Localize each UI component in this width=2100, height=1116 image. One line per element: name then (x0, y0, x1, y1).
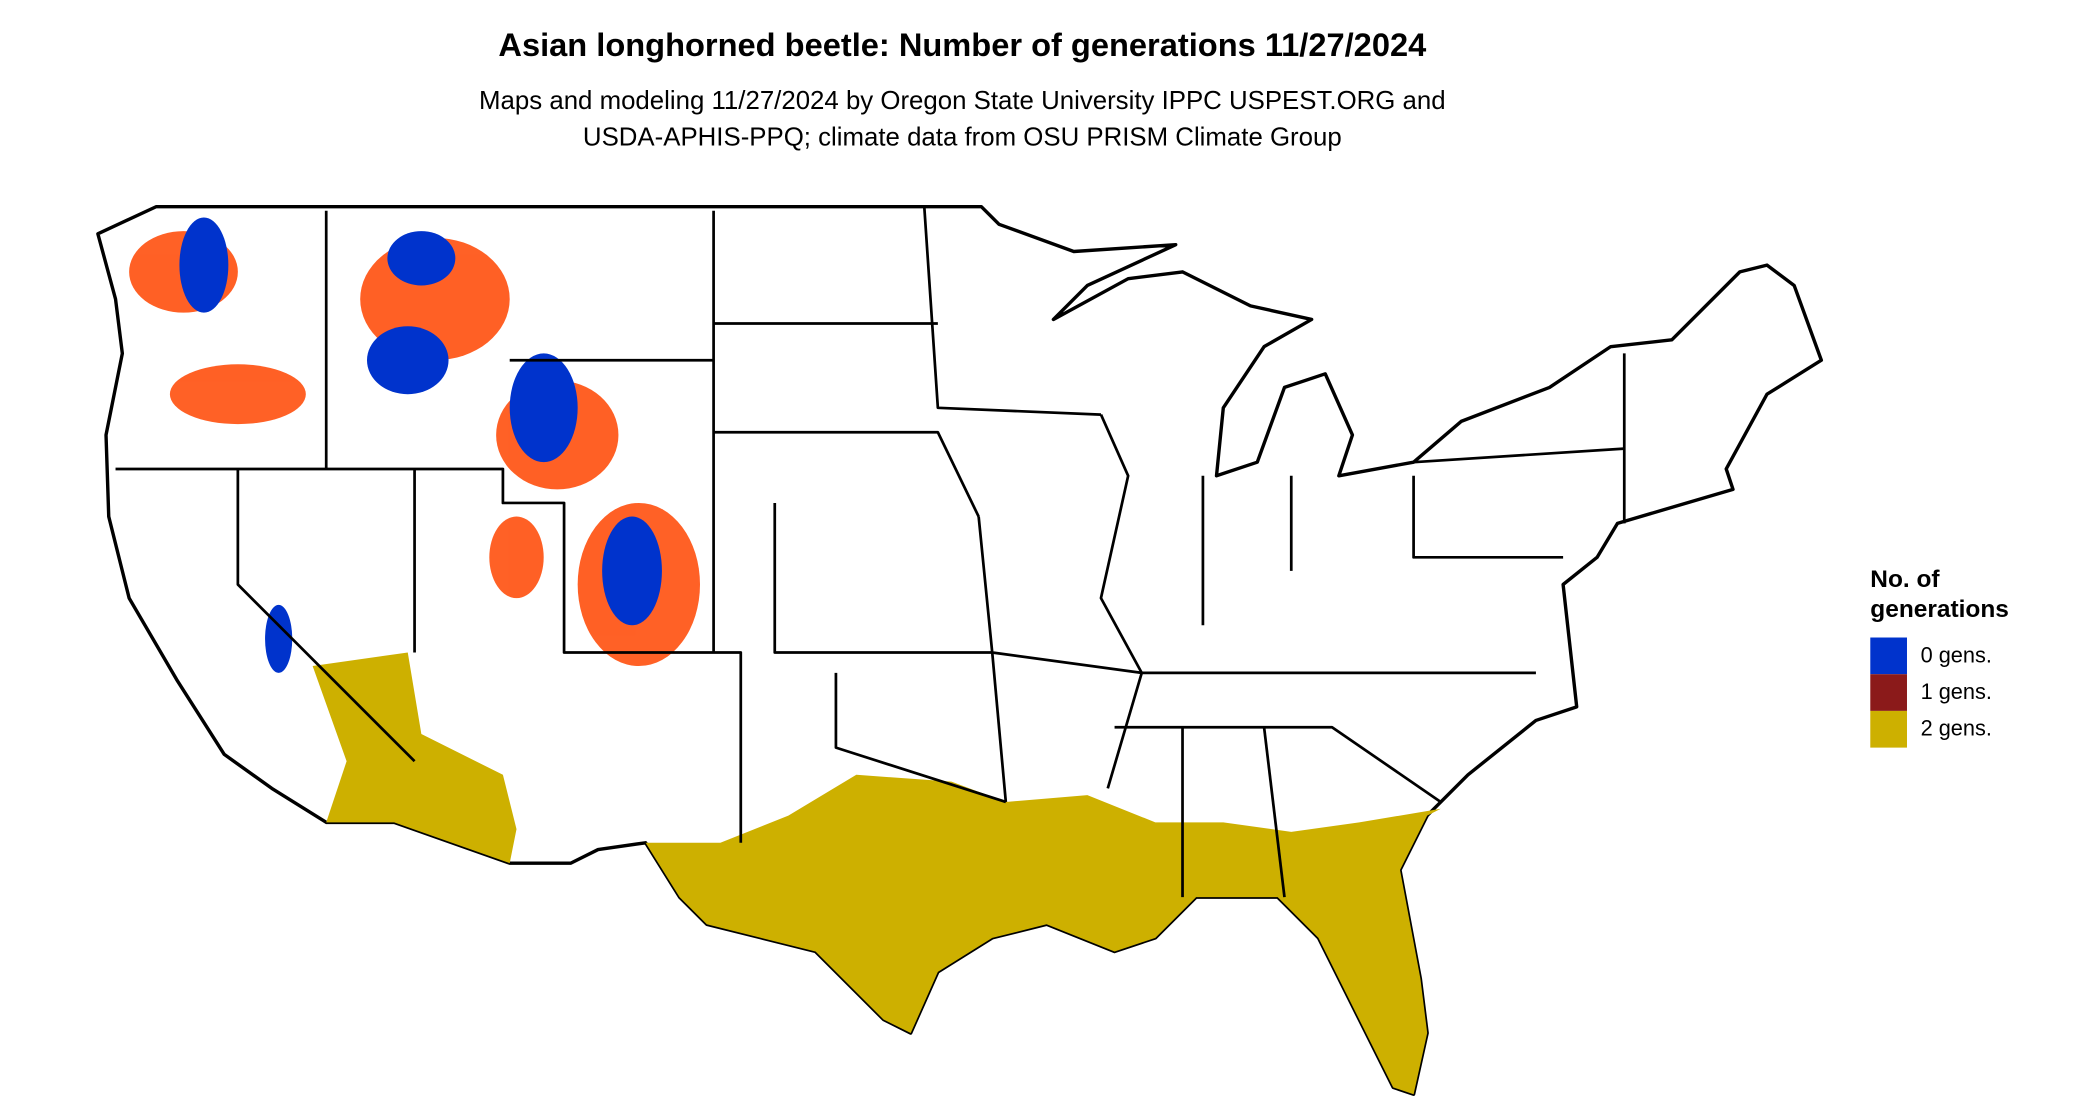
legend-swatch (1870, 674, 1907, 711)
legend-title: generations (1870, 596, 2009, 623)
us-map (96, 204, 1824, 1096)
state-borders (115, 206, 1626, 898)
region-1-gen (96, 204, 1824, 1096)
map-subtitle: USDA-APHIS-PPQ; climate data from OSU PR… (583, 124, 1342, 152)
region-0-gen (179, 217, 662, 673)
legend-swatch (1870, 637, 1907, 675)
legend-label: 2 gens. (1921, 716, 1992, 741)
legend: No. of generations 0 gens. 1 gens. 2 gens. (1870, 566, 2009, 748)
legend-label: 1 gens. (1921, 679, 1992, 704)
legend-label: 0 gens. (1921, 642, 1992, 667)
legend-swatch (1870, 710, 1907, 748)
region-2-gen (312, 652, 1441, 1095)
map-subtitle: Maps and modeling 11/27/2024 by Oregon S… (479, 87, 1446, 115)
legend-title: No. of (1870, 566, 1940, 593)
map-title: Asian longhorned beetle: Number of gener… (498, 26, 1426, 63)
